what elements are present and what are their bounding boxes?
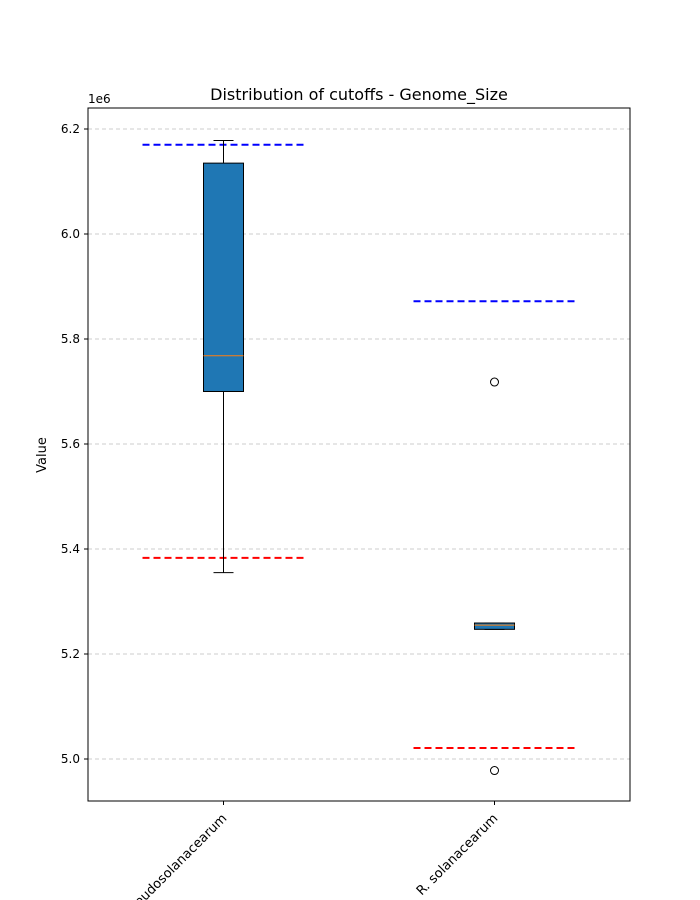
y-tick-label: 6.0 bbox=[61, 227, 80, 241]
box bbox=[203, 162, 244, 392]
y-axis: 5.0 5.2 5.4 5.6 5.8 6.0 6.2 bbox=[61, 122, 88, 766]
outlier-point bbox=[490, 766, 499, 776]
box-layer bbox=[203, 140, 515, 776]
y-tick-label: 5.8 bbox=[61, 332, 80, 346]
y-offset-label: 1e6 bbox=[88, 92, 111, 106]
plot-frame bbox=[87, 107, 631, 802]
y-tick-label: 5.6 bbox=[61, 437, 80, 451]
box bbox=[474, 622, 515, 630]
y-tick-label: 5.0 bbox=[61, 752, 80, 766]
grid-layer bbox=[88, 128, 630, 760]
y-axis-label: Value bbox=[35, 437, 50, 473]
y-tick-label: 6.2 bbox=[61, 122, 80, 136]
y-tick-label: 5.4 bbox=[61, 542, 80, 556]
chart-title: Distribution of cutoffs - Genome_Size bbox=[210, 85, 508, 105]
outlier-point bbox=[490, 377, 499, 387]
y-tick-label: 5.2 bbox=[61, 647, 80, 661]
